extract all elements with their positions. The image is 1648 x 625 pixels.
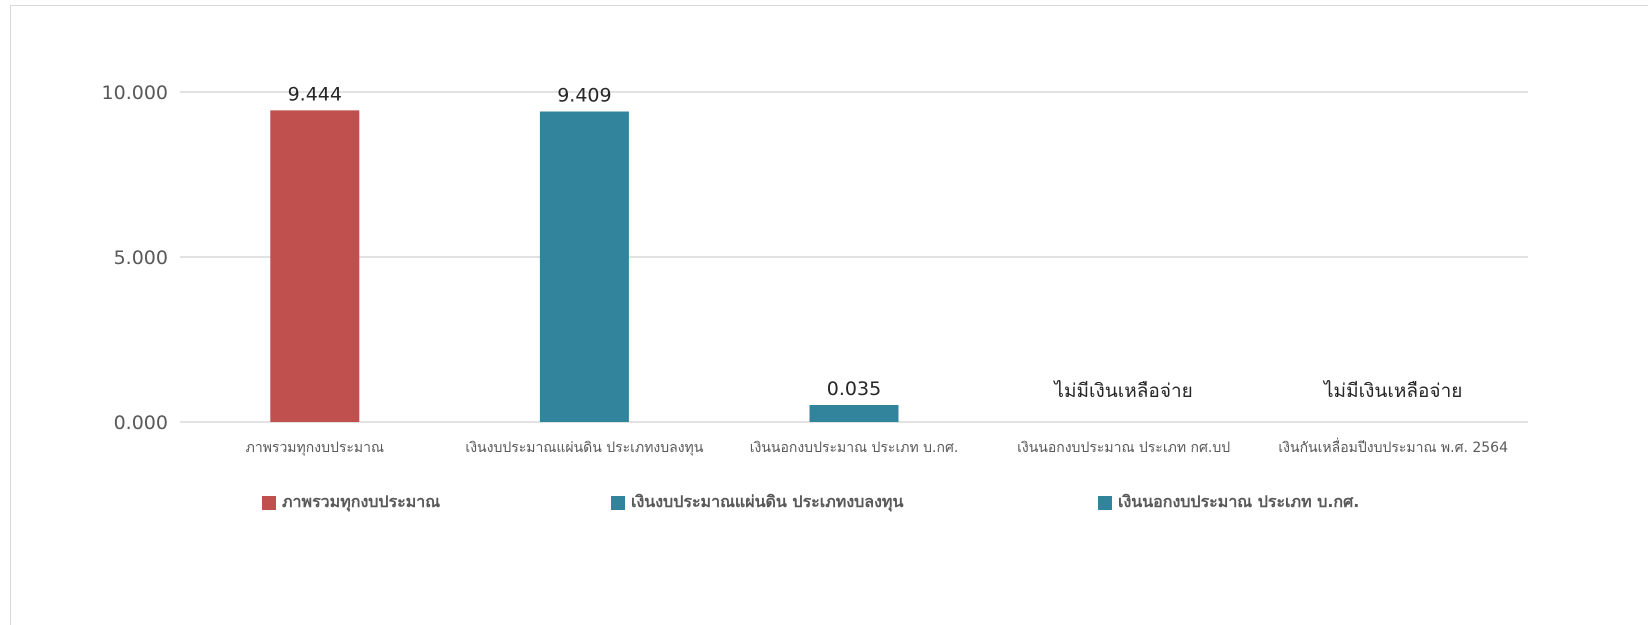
data-label: 0.035	[827, 378, 881, 400]
x-tick-label: เงินงบประมาณแผ่นดิน ประเภทงบลงทุน	[465, 440, 703, 456]
bar	[539, 111, 629, 423]
legend-item-2: เงินงบประมาณแผ่นดิน ประเภทงบลงทุน	[611, 490, 903, 515]
y-tick-label: 0.000	[114, 412, 168, 434]
data-label: ไม่มีเงินเหลือจ่าย	[1052, 380, 1192, 402]
data-label: ไม่มีเงินเหลือจ่าย	[1322, 380, 1462, 402]
bar	[270, 110, 360, 423]
x-tick-label: เงินกันเหลื่อมปีงบประมาณ พ.ศ. 2564	[1278, 438, 1508, 456]
x-tick-label: เงินนอกงบประมาณ ประเภท บ.กศ.	[750, 440, 959, 456]
legend-label: เงินงบประมาณแผ่นดิน ประเภทงบลงทุน	[631, 492, 904, 511]
legend-label: เงินนอกงบประมาณ ประเภท บ.กศ.	[1118, 492, 1360, 511]
legend-item-1: ภาพรวมทุกงบประมาณ	[262, 490, 440, 515]
x-tick-label: ภาพรวมทุกงบประมาณ	[246, 440, 384, 456]
data-label: 9.409	[557, 85, 611, 107]
legend-swatch	[262, 495, 276, 510]
x-tick-label: เงินนอกงบประมาณ ประเภท กศ.บป	[1017, 440, 1230, 456]
bar	[809, 405, 899, 422]
legend-swatch	[611, 495, 625, 510]
legend-item-3: เงินนอกงบประมาณ ประเภท บ.กศ.	[1098, 490, 1359, 515]
legend-label: ภาพรวมทุกงบประมาณ	[282, 492, 441, 511]
data-label: 9.444	[288, 83, 342, 105]
chart-legend: ภาพรวมทุกงบประมาณ เงินงบประมาณแผ่นดิน ปร…	[0, 490, 1648, 520]
legend-swatch	[1098, 495, 1112, 510]
y-tick-label: 10.000	[102, 82, 168, 104]
y-tick-label: 5.000	[114, 247, 168, 269]
